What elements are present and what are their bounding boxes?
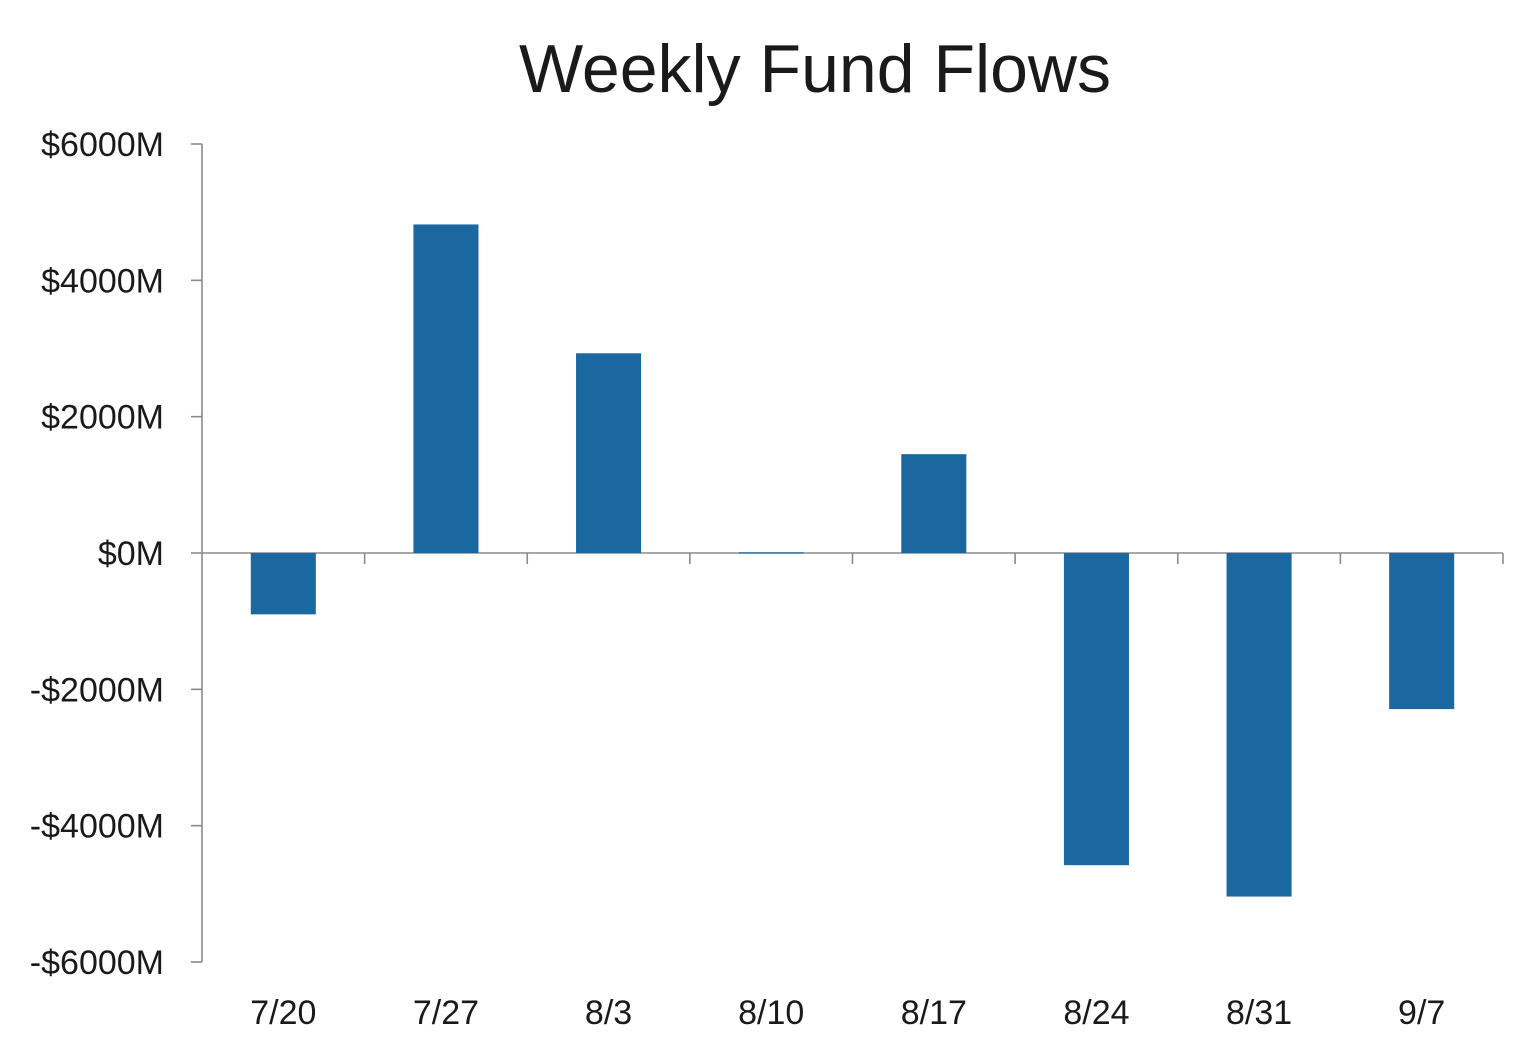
x-tick-label: 8/31 [1226,994,1292,1032]
y-tick-label: $0M [98,535,164,573]
x-tick-label: 8/10 [738,994,804,1032]
bar-8-3 [576,353,642,553]
y-tick-label: -$2000M [30,671,164,709]
bar-8-31 [1226,553,1292,897]
y-tick-label: $2000M [41,399,164,437]
x-tick-label: 7/27 [413,994,479,1032]
bar-8-24 [1063,553,1129,866]
x-tick-label: 8/3 [585,994,632,1032]
y-tick-label: $4000M [41,262,164,300]
y-tick-label: -$4000M [30,808,164,846]
x-tick-label: 8/24 [1063,994,1129,1032]
bar-7-20 [250,553,316,615]
x-axis: 7/20 7/27 8/3 8/10 8/17 8/24 8/31 9/7 [202,552,1504,1032]
x-tick-label: 8/17 [901,994,967,1032]
x-tick-label: 7/20 [250,994,316,1032]
y-axis: $6000M $4000M $2000M $0M -$2000M -$4000M -$600… [30,126,203,982]
bar-8-10 [738,552,804,554]
y-tick-label: $6000M [41,126,164,164]
y-tick-label: -$6000M [30,944,164,982]
bars [250,224,1455,897]
bar-9-7 [1389,553,1455,710]
x-tick-label: 9/7 [1398,994,1445,1032]
bar-7-27 [413,224,479,554]
bar-8-17 [901,454,967,553]
chart-title: Weekly Fund Flows [519,31,1111,107]
